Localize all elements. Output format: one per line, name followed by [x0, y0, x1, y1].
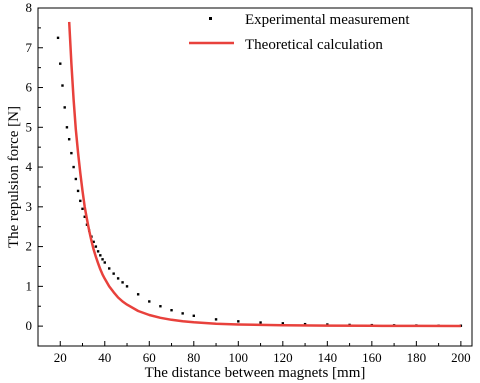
data-point	[94, 245, 98, 248]
data-point	[83, 215, 86, 218]
x-tick-label: 160	[362, 350, 382, 365]
data-point	[148, 300, 151, 303]
x-tick-label: 80	[187, 350, 200, 365]
y-tick-label: 8	[26, 0, 33, 15]
x-tick-label: 120	[273, 350, 293, 365]
data-point	[125, 285, 129, 288]
data-point	[70, 151, 73, 155]
x-tick-label: 180	[407, 350, 427, 365]
y-axis-title: The repulsion force [N]	[6, 106, 22, 248]
data-point	[59, 62, 62, 65]
data-point	[108, 267, 111, 270]
y-tick-label: 5	[26, 119, 33, 134]
data-point	[136, 293, 140, 296]
x-tick-label: 140	[318, 350, 338, 365]
y-tick-label: 3	[26, 199, 33, 214]
data-point	[96, 250, 100, 253]
data-point	[103, 261, 106, 264]
series-layer	[56, 21, 463, 328]
data-point	[99, 254, 102, 257]
data-point	[81, 207, 84, 211]
y-tick-label: 6	[26, 80, 33, 95]
plot-frame	[37, 7, 473, 347]
data-point	[237, 320, 240, 323]
data-point	[74, 177, 78, 181]
data-point	[170, 309, 173, 312]
x-tick-label: 40	[98, 350, 111, 365]
x-tick-label: 200	[451, 350, 471, 365]
legend-marker-experimental	[209, 17, 212, 20]
data-point	[281, 322, 285, 325]
data-point	[65, 126, 69, 129]
data-point	[92, 240, 95, 244]
y-tick-label: 0	[26, 318, 33, 333]
data-point	[61, 84, 64, 87]
x-tick-label: 20	[54, 350, 67, 365]
data-point	[181, 312, 184, 315]
y-tick-label: 4	[26, 159, 33, 174]
tick-labels: 20 40 60 80 100 120 140 160 180 200 0 1 2 3 4 5 6 7 8	[26, 0, 471, 365]
data-point	[76, 189, 80, 193]
data-point	[67, 138, 71, 141]
data-point	[259, 321, 262, 324]
data-point	[72, 165, 75, 169]
data-point	[79, 199, 82, 203]
data-point	[159, 305, 162, 308]
data-point	[112, 272, 115, 275]
data-point	[214, 318, 218, 321]
legend-label-theoretical: Theoretical calculation	[245, 37, 383, 53]
y-tick-label: 7	[26, 40, 33, 55]
data-point	[101, 258, 104, 261]
data-point	[116, 277, 120, 280]
legend: Experimental measurement Theoretical cal…	[189, 12, 410, 53]
y-tick-label: 2	[26, 239, 33, 254]
data-point	[121, 281, 124, 284]
data-point	[303, 322, 307, 326]
y-tick-label: 1	[26, 278, 33, 293]
data-point	[192, 314, 195, 317]
legend-label-experimental: Experimental measurement	[245, 12, 410, 28]
axis-ticks	[38, 7, 462, 346]
data-point	[63, 106, 66, 109]
x-axis-title: The distance between magnets [mm]	[145, 365, 366, 381]
x-tick-label: 100	[229, 350, 249, 365]
x-tick-label: 60	[143, 350, 156, 365]
data-point	[56, 36, 60, 40]
series-line-1	[67, 21, 461, 328]
